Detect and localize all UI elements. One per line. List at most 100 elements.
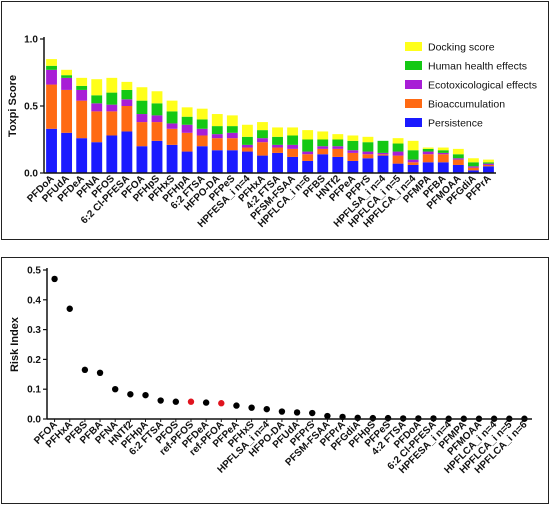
- bar-segment-bioaccumulation: [106, 111, 118, 136]
- bar-segment-persistence: [302, 160, 314, 173]
- y-tick-label: 0.0: [27, 415, 41, 426]
- bar-segment-docking-score: [362, 136, 374, 143]
- data-point: [51, 275, 58, 283]
- bar-segment-ecotoxicological-effects: [166, 123, 178, 129]
- bar-segment-bioaccumulation: [76, 100, 88, 139]
- y-axis-title: Risk Index: [9, 316, 21, 372]
- bar-segment-persistence: [392, 163, 404, 173]
- bar-segment-docking-score: [181, 107, 193, 117]
- bar-segment-persistence: [106, 135, 118, 173]
- bar-segment-ecotoxicological-effects: [136, 114, 148, 123]
- data-point: [127, 391, 134, 398]
- y-tick-label: 0.4: [27, 295, 41, 306]
- risk-index-chart-panel: 0.0 0.1 0.2 0.3 0.4 0.5 Risk Index PFOA PFHxA PFB…: [1, 257, 549, 504]
- bar-segment-docking-score: [467, 158, 479, 163]
- bar-segment-human-health-effects: [302, 139, 314, 152]
- data-point: [112, 386, 119, 393]
- bar-segment-bioaccumulation: [241, 147, 253, 152]
- bar-segment-bioaccumulation: [272, 147, 283, 153]
- bar-segment-human-health-effects: [226, 126, 238, 133]
- bar-segment-human-health-effects: [257, 130, 268, 139]
- bar-segment-persistence: [467, 170, 479, 173]
- bar-segment-docking-score: [196, 108, 208, 120]
- bar-segment-docking-score: [106, 77, 118, 93]
- bar-segment-docking-score: [46, 59, 57, 66]
- bar-segment-persistence: [452, 164, 464, 173]
- data-point: [96, 369, 104, 377]
- bar-segment-persistence: [76, 138, 88, 173]
- data-point: [278, 408, 286, 415]
- bar-segment-human-health-effects: [181, 116, 193, 125]
- bar-segment-bioaccumulation: [332, 148, 344, 157]
- bar-segment-human-health-effects: [317, 139, 329, 147]
- data-point: [263, 405, 270, 413]
- bar-segment-docking-score: [347, 135, 359, 141]
- bar-segment-human-health-effects: [166, 111, 178, 124]
- legend-swatch-ecotoxicological-effects: [405, 80, 422, 89]
- bar-segment-human-health-effects: [332, 139, 344, 147]
- bar-segment-ecotoxicological-effects: [181, 124, 193, 133]
- bar-segment-bioaccumulation: [211, 138, 223, 151]
- bar-segment-bioaccumulation: [136, 122, 148, 147]
- bar-segment-human-health-effects: [467, 162, 479, 167]
- data-point: [309, 409, 316, 417]
- bar-segment-docking-score: [483, 159, 494, 163]
- bar-segment-persistence: [407, 164, 419, 173]
- bar-segment-ecotoxicological-effects: [226, 132, 238, 139]
- y-tick-label: 0.1: [27, 385, 41, 396]
- y-tick-label: 0.3: [27, 325, 41, 336]
- bar-segment-docking-score: [407, 140, 419, 151]
- bar-segment-bioaccumulation: [483, 164, 494, 167]
- bar-segment-ecotoxicological-effects: [362, 151, 374, 155]
- bar-segment-ecotoxicological-effects: [121, 99, 133, 106]
- bar-segment-persistence: [226, 150, 238, 173]
- bar-segment-human-health-effects: [483, 162, 494, 164]
- bar-segment-docking-score: [437, 147, 449, 151]
- bar-segment-persistence: [46, 128, 57, 173]
- bar-segment-docking-score: [76, 77, 88, 86]
- bar-segment-ecotoxicological-effects: [61, 77, 73, 90]
- bar-segment-human-health-effects: [407, 150, 419, 160]
- bar-segment-human-health-effects: [272, 136, 283, 145]
- bar-segment-human-health-effects: [76, 85, 88, 90]
- data-point: [157, 397, 164, 404]
- bar-segment-human-health-effects: [362, 142, 374, 152]
- y-tick-label: 1.0: [24, 35, 38, 46]
- data-point: [233, 402, 240, 409]
- bar-segment-human-health-effects: [121, 89, 133, 100]
- legend-swatch-persistence: [405, 118, 422, 127]
- bar-segment-docking-score: [272, 127, 283, 137]
- legend-label-ecotoxicological-effects: Ecotoxicological effects: [428, 80, 537, 92]
- bar-segment-docking-score: [332, 134, 344, 140]
- toxpi-chart-panel: 0.0 0.5 1.0 Toxpi Score PFDoA PFUdA PFDeA PFNA P…: [1, 1, 549, 240]
- bar-segment-persistence: [483, 166, 494, 173]
- bar-segment-human-health-effects: [106, 92, 118, 105]
- bar-segment-persistence: [437, 162, 449, 173]
- bar-segment-human-health-effects: [196, 119, 208, 129]
- bar-segment-ecotoxicological-effects: [272, 144, 283, 148]
- bar-segment-persistence: [272, 152, 283, 173]
- bar-segment-persistence: [287, 156, 299, 173]
- bar-segment-docking-score: [166, 100, 178, 112]
- bar-segment-human-health-effects: [136, 100, 148, 115]
- bar-segment-bioaccumulation: [407, 162, 419, 165]
- bar-segment-persistence: [422, 162, 434, 173]
- bar-segment-human-health-effects: [46, 65, 57, 70]
- data-point: [172, 398, 180, 405]
- bar-segment-docking-score: [302, 130, 314, 140]
- bar-segment-bioaccumulation: [91, 111, 103, 143]
- bar-segment-docking-score: [241, 124, 253, 137]
- bar-segment-bioaccumulation: [226, 138, 238, 151]
- y-tick-label: 0.5: [27, 266, 41, 277]
- bar-segment-ecotoxicological-effects: [196, 128, 208, 136]
- bar-segment-persistence: [241, 151, 253, 173]
- bar-segment-bioaccumulation: [151, 122, 163, 141]
- bar-segment-persistence: [332, 156, 344, 173]
- bar-segment-ecotoxicological-effects: [483, 163, 494, 165]
- bar-segment-ecotoxicological-effects: [422, 151, 434, 155]
- legend-swatch-bioaccumulation: [405, 99, 422, 108]
- data-point-highlight: [187, 398, 195, 405]
- bar-segment-persistence: [136, 146, 148, 173]
- y-axis-title: Toxpi Score: [7, 75, 19, 137]
- data-point: [293, 409, 301, 416]
